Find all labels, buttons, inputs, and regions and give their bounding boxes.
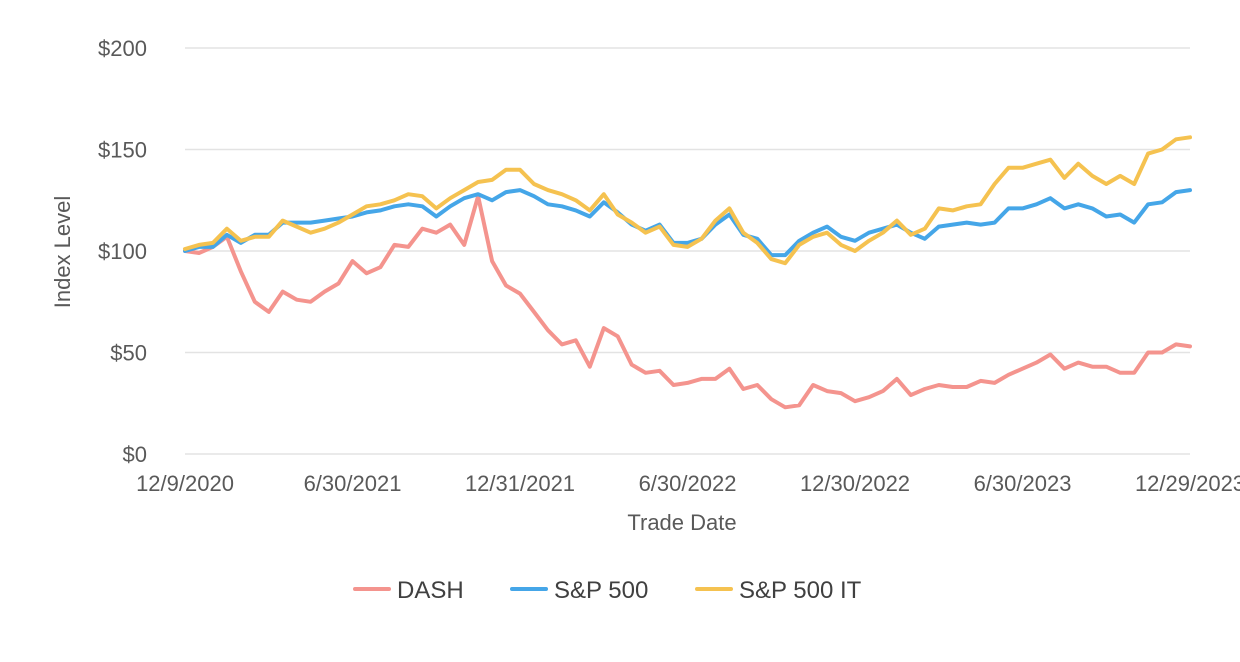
series-line-dash [183, 194, 1192, 410]
y-tick-label: $50 [110, 341, 147, 366]
x-tick-label: 6/30/2022 [639, 471, 737, 496]
x-tick-label: 12/29/2023 [1135, 471, 1240, 496]
x-axis-ticks: 12/9/2020 6/30/2021 12/31/2021 6/30/2022 12/… [136, 471, 1240, 496]
x-tick-label: 12/31/2021 [465, 471, 575, 496]
y-axis-title: Index Level [50, 196, 75, 309]
y-tick-label: $100 [98, 239, 147, 264]
x-tick-label: 12/9/2020 [136, 471, 234, 496]
legend-item-dash: DASH [353, 577, 464, 604]
legend: DASH S&P 500 S&P 500 IT [353, 577, 862, 604]
legend-item-s-p-500-it: S&P 500 IT [695, 577, 862, 604]
x-tick-label: 6/30/2023 [974, 471, 1072, 496]
y-tick-label: $0 [123, 442, 147, 467]
legend-item-s-p-500: S&P 500 [510, 577, 648, 604]
x-axis-title: Trade Date [627, 510, 736, 535]
y-axis-ticks: $0 $50 $100 $150 $200 [98, 36, 147, 467]
y-tick-label: $150 [98, 138, 147, 163]
series-line-s-p-500-it [183, 135, 1192, 266]
gridlines [185, 47, 1190, 455]
legend-label: S&P 500 [554, 577, 648, 604]
x-tick-label: 12/30/2022 [800, 471, 910, 496]
y-tick-label: $200 [98, 36, 147, 61]
legend-label: DASH [397, 577, 464, 604]
x-tick-label: 6/30/2021 [304, 471, 402, 496]
legend-label: S&P 500 IT [739, 577, 862, 604]
series-lines [183, 135, 1192, 410]
